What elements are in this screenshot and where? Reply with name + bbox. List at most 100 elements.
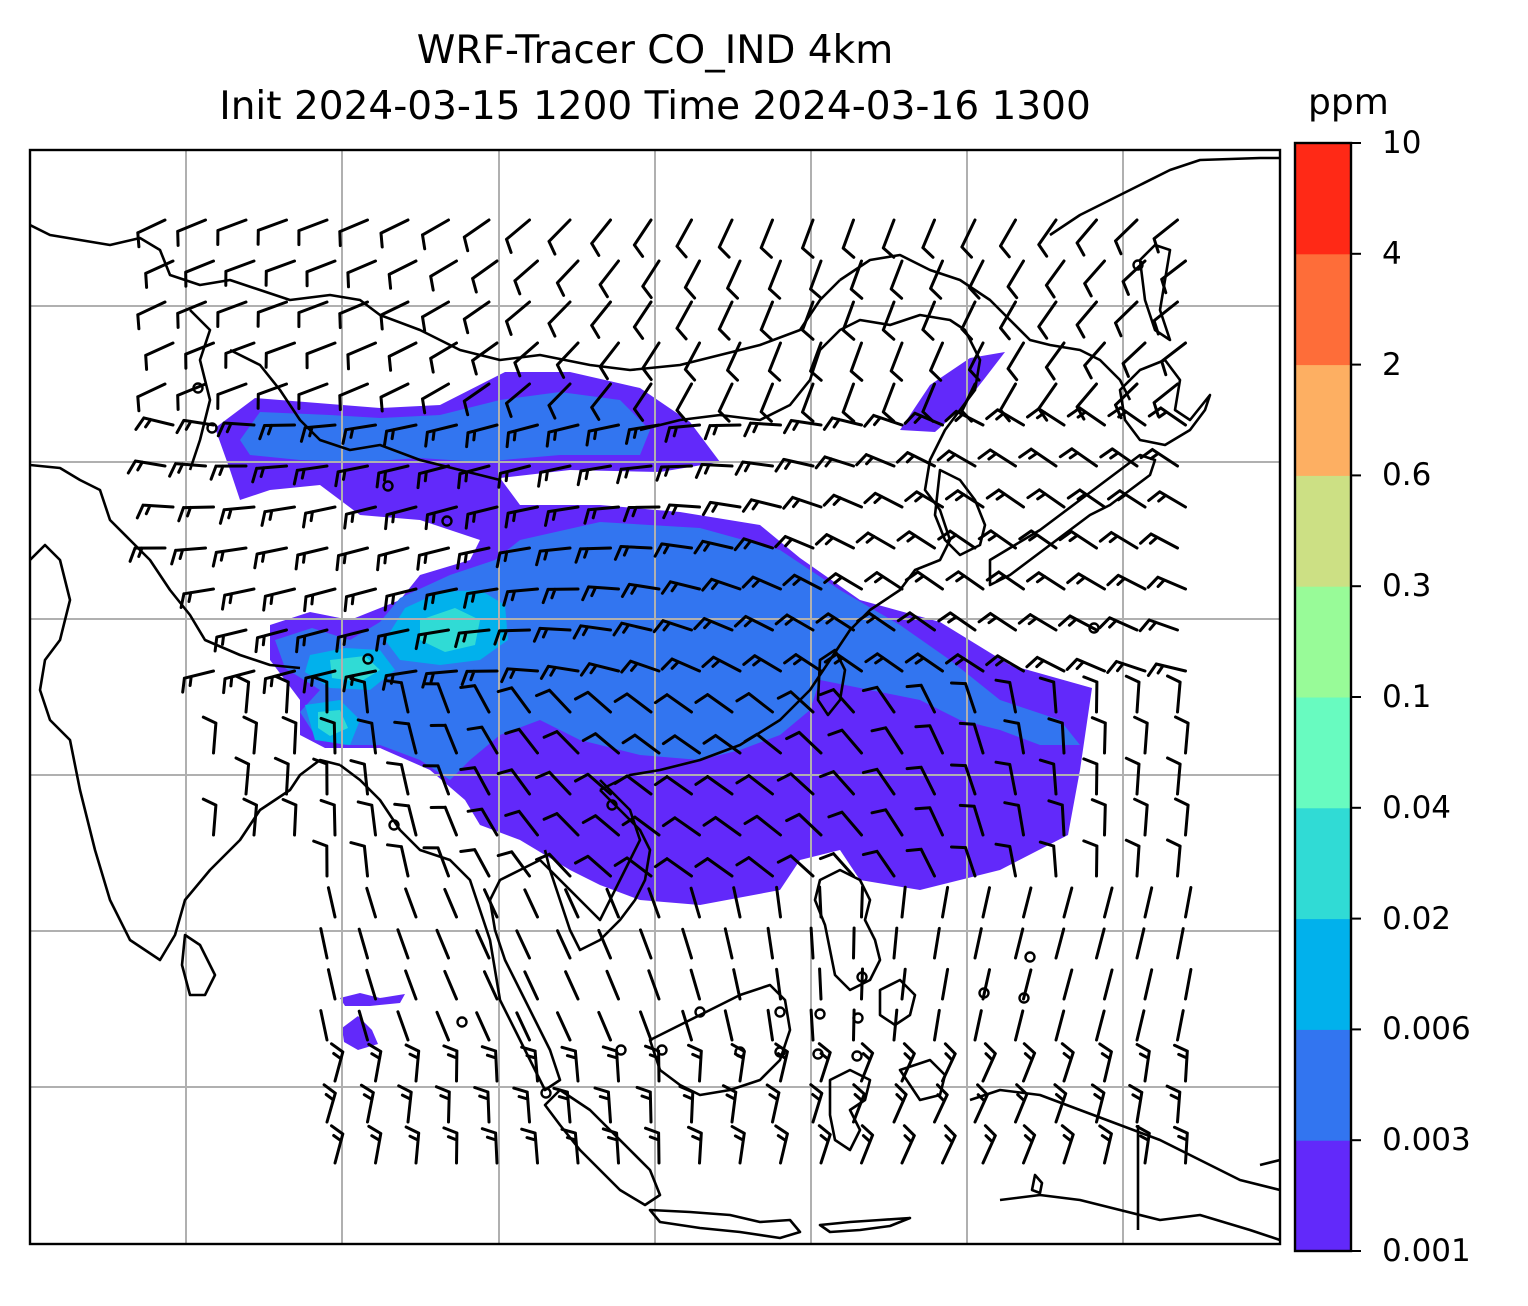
- wind-barb: [822, 493, 863, 509]
- wind-barb: [443, 969, 458, 1001]
- wind-barb: [464, 505, 499, 530]
- wind-barb: [852, 926, 856, 960]
- wind-barb: [892, 1083, 908, 1124]
- wind-barb: [404, 969, 418, 1001]
- wind-barb: [613, 545, 653, 561]
- wind-barb: [694, 693, 734, 714]
- wind-barb: [264, 259, 296, 287]
- colorbar-segment: [1295, 1140, 1351, 1252]
- wind-barb: [397, 1084, 413, 1124]
- wind-barb: [994, 760, 1017, 796]
- map-subtitle: Init 2024-03-15 1200 Time 2024-03-16 130…: [219, 84, 1091, 129]
- wind-barb: [416, 464, 450, 490]
- wind-barb: [456, 546, 491, 570]
- wind-barb: [1022, 886, 1033, 919]
- wind-barb: [179, 587, 215, 609]
- wind-barb: [612, 621, 653, 637]
- wind-barb: [442, 1044, 459, 1083]
- wind-barb: [881, 218, 896, 259]
- wind-barb: [1106, 573, 1147, 591]
- wind-barb: [496, 768, 531, 796]
- wind-barb: [723, 927, 734, 960]
- wind-barb: [216, 421, 256, 438]
- wind-barb: [1062, 968, 1074, 1001]
- calm-wind-marker: [388, 819, 400, 831]
- wind-barb: [776, 772, 815, 796]
- colorbar-segment: [1295, 697, 1351, 809]
- wind-barb: [341, 423, 377, 445]
- wind-barb: [732, 968, 742, 1001]
- wind-barb: [581, 814, 620, 837]
- wind-barb: [994, 842, 1017, 878]
- wind-barb: [1152, 218, 1179, 254]
- wind-barb: [576, 464, 612, 487]
- colorbar-tick-label: 10: [1382, 125, 1422, 161]
- calm-wind-marker: [734, 1046, 746, 1058]
- wind-barb: [338, 382, 369, 412]
- wind-barb: [775, 967, 782, 1001]
- wind-barb: [462, 300, 491, 335]
- wind-barb: [1058, 614, 1098, 632]
- wind-barb: [376, 546, 410, 572]
- wind-barb: [903, 411, 944, 427]
- wind-barb: [505, 382, 531, 418]
- wind-barb: [721, 1084, 738, 1124]
- wind-barb: [958, 803, 985, 837]
- wind-barb: [256, 218, 288, 246]
- wind-barb: [547, 218, 572, 256]
- wind-barb: [1090, 716, 1107, 755]
- wind-barb: [860, 1124, 875, 1165]
- wind-barb: [590, 218, 612, 257]
- wind-barb: [513, 259, 539, 296]
- wind-barb: [234, 756, 251, 796]
- wind-barb: [999, 300, 1017, 341]
- wind-barb: [1022, 1042, 1037, 1083]
- wind-barb: [556, 929, 572, 960]
- wind-barb: [1152, 382, 1179, 418]
- wind-barb: [222, 669, 256, 695]
- wind-barb: [1026, 488, 1066, 509]
- wind-barb: [211, 546, 248, 568]
- wind-barb: [860, 885, 864, 919]
- wind-barb: [334, 464, 369, 488]
- wind-barb: [292, 464, 329, 486]
- wind-barb: [783, 419, 823, 435]
- wind-barb: [1095, 1009, 1106, 1042]
- wind-barb: [1098, 1042, 1113, 1083]
- wind-barb: [639, 1010, 653, 1042]
- wind-barb: [653, 775, 693, 796]
- wind-barb: [545, 423, 580, 448]
- wind-barb: [783, 653, 823, 673]
- wind-barb: [496, 850, 531, 878]
- wind-barb: [1147, 490, 1187, 509]
- wind-barb: [1053, 1083, 1068, 1124]
- wind-barb: [365, 968, 377, 1001]
- wind-barb: [1006, 259, 1025, 300]
- wind-barb: [687, 1125, 703, 1165]
- wind-barb: [1139, 448, 1179, 468]
- wind-barb: [177, 505, 215, 523]
- wind-barb: [535, 770, 572, 796]
- wind-barb: [375, 628, 410, 652]
- wind-barb: [1139, 532, 1179, 550]
- wind-barb: [774, 457, 815, 473]
- wind-barb: [555, 341, 580, 379]
- wind-barb: [693, 539, 734, 555]
- wind-barb: [1025, 655, 1066, 673]
- wind-barb: [1128, 1083, 1144, 1124]
- wind-barb: [505, 218, 531, 254]
- wind-barb: [702, 816, 742, 837]
- wind-barb: [735, 692, 774, 714]
- wind-barb: [1146, 575, 1187, 591]
- colorbar-units: ppm: [1308, 82, 1389, 123]
- wind-barb: [733, 537, 774, 552]
- wind-barb: [480, 1127, 499, 1165]
- wind-barb: [273, 756, 290, 796]
- wind-barb: [904, 652, 944, 673]
- wind-barb: [973, 1009, 983, 1042]
- wind-barb: [475, 1011, 491, 1042]
- wind-barb: [424, 505, 458, 531]
- wind-barb: [258, 423, 296, 441]
- wind-barb: [785, 730, 823, 755]
- wind-barb: [326, 886, 337, 919]
